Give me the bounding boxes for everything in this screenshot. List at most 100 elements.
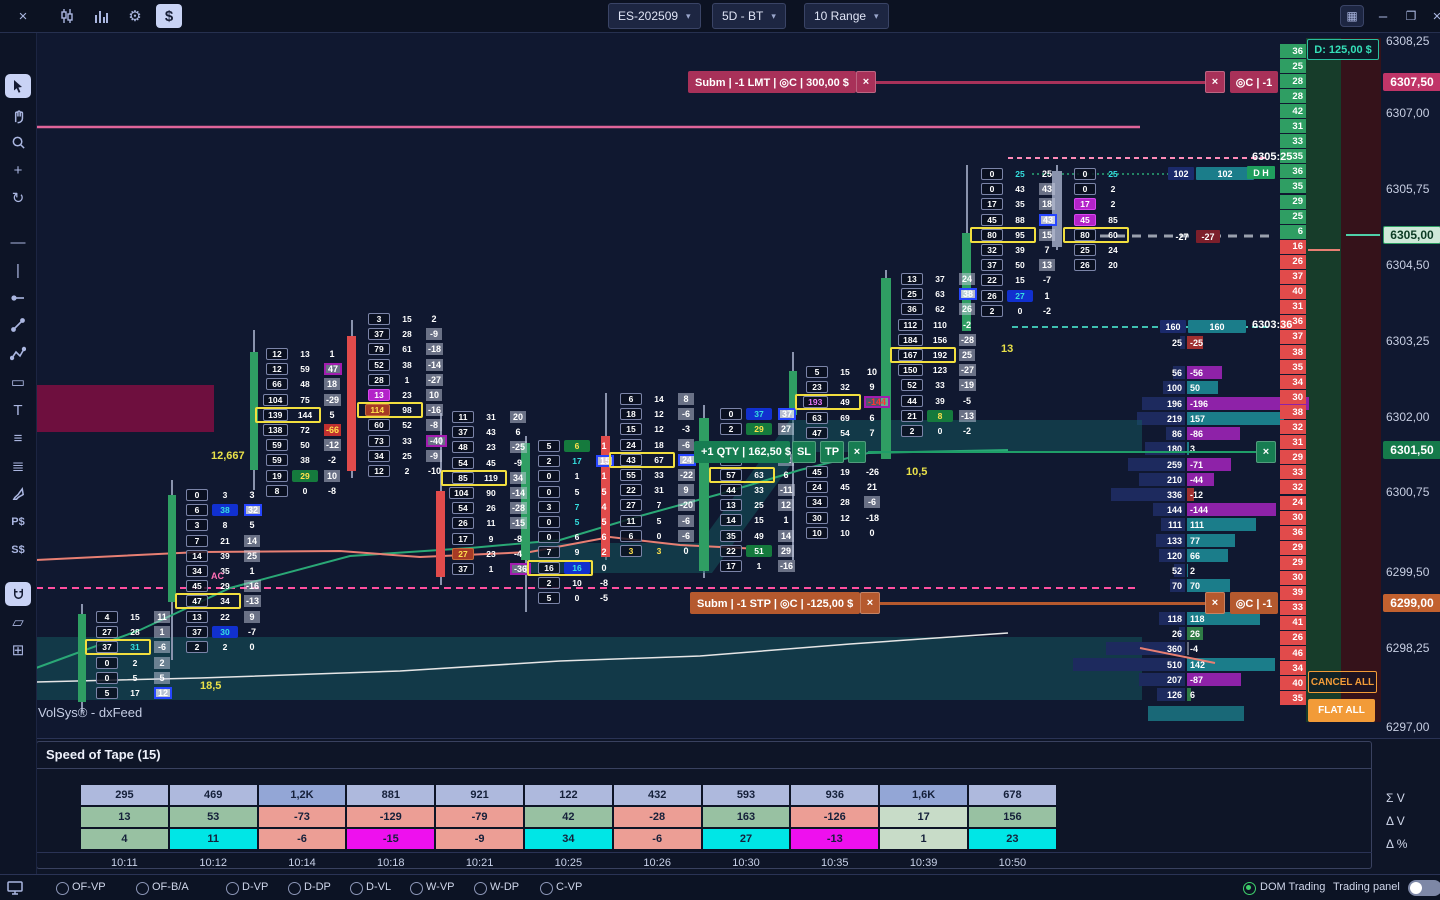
symbol-dropdown[interactable]: ES-202509 ▾: [608, 3, 701, 29]
dom-ladder-cell[interactable]: 29: [1280, 450, 1306, 465]
dom-ladder-cell[interactable]: 16: [1280, 239, 1306, 254]
lines4-icon[interactable]: ≣: [11, 458, 25, 475]
dom-ladder-cell[interactable]: 28: [1280, 74, 1306, 89]
footprint-ask-cell: 0: [937, 426, 943, 436]
dom-ladder-cell[interactable]: 38: [1280, 405, 1306, 420]
dom-ladder-cell[interactable]: 35: [1280, 360, 1306, 375]
footprint-bid-cell: 19: [266, 469, 288, 482]
dom-ladder-cell[interactable]: 41: [1280, 615, 1306, 630]
polyline-icon[interactable]: [5, 342, 31, 366]
stop-order-cancel-button[interactable]: ×: [860, 592, 880, 614]
mode-radio-of-b/a[interactable]: [136, 882, 149, 895]
flat-all-button[interactable]: FLAT ALL: [1308, 699, 1375, 722]
close-panel-icon[interactable]: ×: [18, 7, 28, 25]
limit-order-cancel-button-right[interactable]: ×: [1205, 71, 1225, 93]
monitor-icon[interactable]: [6, 879, 24, 900]
limit-order-cancel-button[interactable]: ×: [856, 71, 876, 93]
dom-ladder-cell[interactable]: 35: [1280, 149, 1306, 164]
dom-ladder-cell[interactable]: 33: [1280, 600, 1306, 615]
dom-ladder-cell[interactable]: 46: [1280, 646, 1306, 660]
stop-loss-button[interactable]: SL: [792, 441, 816, 463]
take-profit-button[interactable]: TP: [820, 441, 844, 463]
trend-line-icon[interactable]: [5, 313, 31, 337]
dom-ladder-cell[interactable]: 30: [1280, 510, 1306, 525]
candlestick-chart-icon[interactable]: [54, 4, 80, 28]
lines3-icon[interactable]: ≡: [13, 429, 23, 447]
dom-ladder-cell[interactable]: 26: [1280, 254, 1306, 269]
position-close-button[interactable]: ×: [848, 441, 866, 463]
eraser-icon[interactable]: ▱: [12, 614, 24, 631]
dom-ladder-cell[interactable]: 30: [1280, 390, 1306, 405]
dom-trading-radio[interactable]: [1243, 882, 1256, 895]
dom-ladder-cell[interactable]: 36: [1280, 314, 1306, 329]
cursor-icon[interactable]: [5, 74, 31, 98]
dom-ladder-cell[interactable]: 31: [1280, 435, 1306, 450]
mode-radio-c-vp[interactable]: [540, 882, 553, 895]
dom-ladder-cell[interactable]: 26: [1280, 630, 1306, 645]
close-button[interactable]: ×: [1432, 7, 1440, 25]
add-shape-icon[interactable]: ⊞: [11, 642, 25, 659]
mode-radio-d-vp[interactable]: [226, 882, 239, 895]
zoom-icon[interactable]: [5, 130, 31, 154]
dom-ladder-cell[interactable]: 39: [1280, 585, 1306, 600]
timeframe-dropdown[interactable]: 5D - BT ▾: [712, 3, 786, 29]
dom-ladder-cell[interactable]: 33: [1280, 465, 1306, 480]
minimize-button[interactable]: –: [1378, 7, 1388, 25]
dom-ladder-cell[interactable]: 28: [1280, 89, 1306, 104]
mode-radio-w-vp[interactable]: [410, 882, 423, 895]
dom-ladder-cell[interactable]: 6: [1280, 224, 1306, 239]
dom-ladder-cell[interactable]: 25: [1280, 209, 1306, 224]
dom-ladder-cell[interactable]: 29: [1280, 194, 1306, 209]
dom-ladder-cell[interactable]: 35: [1280, 179, 1306, 194]
dom-ladder-cell[interactable]: 34: [1280, 661, 1306, 676]
dom-ladder-cell[interactable]: 37: [1280, 329, 1306, 344]
dom-ladder-cell[interactable]: 40: [1280, 676, 1306, 691]
pan-hand-icon[interactable]: [5, 104, 31, 128]
mode-radio-w-dp[interactable]: [474, 882, 487, 895]
position-dollar-icon[interactable]: P$: [11, 516, 25, 528]
stop-dollar-icon[interactable]: S$: [11, 544, 25, 556]
dom-ladder-cell[interactable]: 42: [1280, 104, 1306, 119]
dom-ladder-cell[interactable]: 36: [1280, 164, 1306, 179]
dollar-trading-icon[interactable]: $: [156, 4, 182, 28]
dom-ladder-cell[interactable]: 30: [1280, 570, 1306, 585]
stop-order-cancel-button-right[interactable]: ×: [1205, 592, 1225, 614]
text-icon[interactable]: T: [13, 401, 23, 419]
mode-radio-d-dp[interactable]: [288, 882, 301, 895]
dom-ladder-cell[interactable]: 29: [1280, 555, 1306, 570]
dom-ladder-cell[interactable]: 24: [1280, 495, 1306, 510]
mode-radio-d-vl[interactable]: [350, 882, 363, 895]
magnet-icon[interactable]: [5, 582, 31, 606]
dom-ladder-cell[interactable]: 34: [1280, 375, 1306, 390]
restore-button[interactable]: ❐: [1405, 9, 1417, 23]
bar-chart-icon[interactable]: [88, 4, 114, 28]
trading-panel-toggle[interactable]: [1408, 880, 1440, 896]
brush-icon[interactable]: [5, 482, 31, 506]
dom-ladder-cell[interactable]: 33: [1280, 134, 1306, 149]
layout-grid-icon[interactable]: ▦: [1340, 5, 1364, 27]
dom-ladder-cell[interactable]: 36: [1280, 44, 1306, 58]
dom-ladder-cell[interactable]: 32: [1280, 480, 1306, 495]
dom-ladder-cell[interactable]: 40: [1280, 284, 1306, 299]
vline-icon[interactable]: |: [16, 261, 20, 279]
cancel-all-button[interactable]: CANCEL ALL: [1308, 671, 1377, 693]
dom-ladder-cell[interactable]: 29: [1280, 540, 1306, 555]
dom-ladder-cell[interactable]: 31: [1280, 299, 1306, 314]
dom-ladder-cell[interactable]: 32: [1280, 420, 1306, 435]
mode-radio-of-vp[interactable]: [56, 882, 69, 895]
position-close-button-right[interactable]: ×: [1256, 441, 1276, 463]
footprint-delta-cell: 5: [154, 671, 170, 684]
point-line-icon[interactable]: [5, 286, 31, 310]
dom-ladder-cell[interactable]: 35: [1280, 691, 1306, 706]
dom-ladder-cell[interactable]: 31: [1280, 119, 1306, 134]
dom-ladder-cell[interactable]: 36: [1280, 525, 1306, 540]
hline-icon[interactable]: —: [10, 233, 26, 251]
dom-ladder-cell[interactable]: 37: [1280, 269, 1306, 284]
range-dropdown[interactable]: 10 Range ▾: [804, 3, 889, 29]
dom-ladder-cell[interactable]: 25: [1280, 59, 1306, 74]
rotate-icon[interactable]: ↻: [11, 190, 25, 207]
crosshair-add-icon[interactable]: +: [13, 161, 23, 179]
rectangle-icon[interactable]: ▭: [10, 374, 26, 391]
settings-gear-icon[interactable]: ⚙: [128, 8, 142, 25]
dom-ladder-cell[interactable]: 38: [1280, 345, 1306, 359]
